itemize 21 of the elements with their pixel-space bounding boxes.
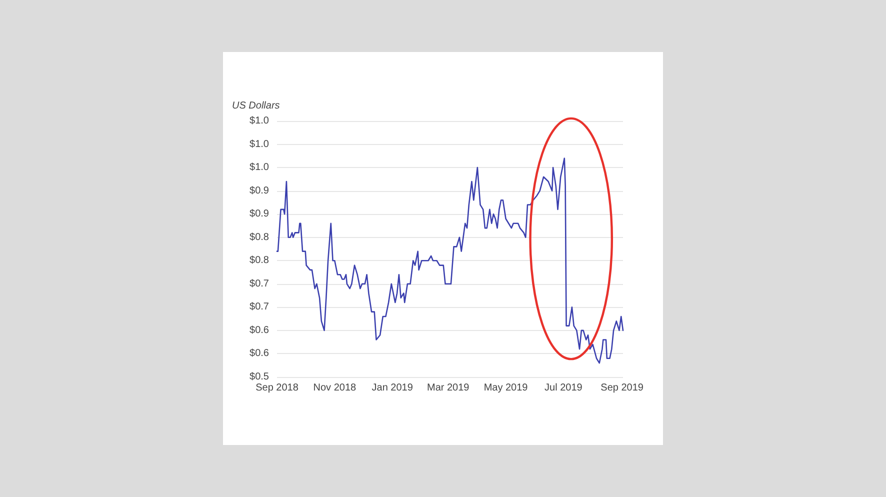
y-tick-label: $0.5: [250, 372, 270, 382]
y-tick-label: $0.6: [250, 324, 270, 336]
y-axis-title: US Dollars: [232, 100, 280, 112]
y-tick-label: $1.0: [250, 162, 270, 174]
x-tick-label: Sep 2018: [256, 382, 299, 394]
y-tick-label: $0.9: [250, 208, 270, 220]
y-tick-label: $1.0: [250, 116, 270, 126]
y-tick-label: $0.8: [250, 232, 270, 243]
line-series: [276, 158, 624, 364]
x-tick-label: Mar 2019: [426, 382, 470, 394]
x-tick-label: Jul 2019: [544, 382, 583, 394]
x-tick-label: May 2019: [484, 382, 528, 394]
y-tick-label: $0.9: [250, 185, 270, 196]
y-tick-label: $0.6: [250, 348, 270, 360]
x-tick-label: Jan 2019: [372, 382, 414, 394]
y-tick-label: $0.7: [250, 278, 270, 290]
x-tick-label: Sep 2019: [600, 382, 644, 394]
y-tick-label: $0.7: [250, 302, 270, 313]
y-tick-label: $0.8: [250, 255, 270, 266]
y-tick-label: $1.0: [250, 138, 270, 150]
x-tick-label: Nov 2018: [313, 382, 357, 394]
